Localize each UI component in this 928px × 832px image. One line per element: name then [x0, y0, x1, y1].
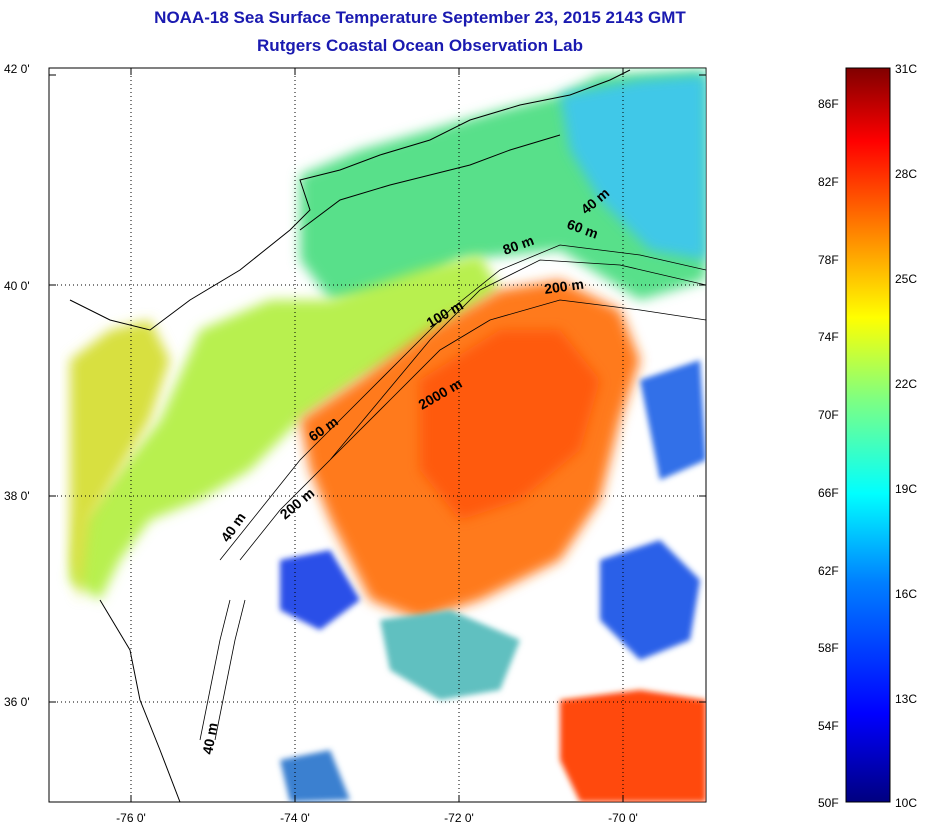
sst-patch-southwest [280, 750, 350, 802]
cbar-f-86: 86F [818, 97, 839, 111]
cbar-f-74: 74F [818, 330, 839, 344]
cbar-c-28: 28C [895, 167, 917, 181]
lat-label-40: 40 0' [4, 279, 30, 293]
cbar-c-25: 25C [895, 272, 917, 286]
cbar-f-58: 58F [818, 641, 839, 655]
map-title: NOAA-18 Sea Surface Temperature Septembe… [154, 8, 686, 27]
colorbar [845, 67, 891, 803]
cbar-f-50: 50F [818, 796, 839, 810]
sst-shelf-mid [70, 255, 500, 600]
sst-cool-patch-2 [600, 540, 700, 660]
cbar-c-22: 22C [895, 377, 917, 391]
sst-imagery [69, 69, 706, 802]
isobath-lines [199, 244, 706, 741]
cbar-c-10: 10C [895, 796, 917, 810]
lon-label-74: -74 0' [280, 811, 310, 825]
sst-mixed-south [380, 610, 520, 700]
cbar-c-13: 13C [895, 692, 917, 706]
lon-label-72: -72 0' [444, 811, 474, 825]
lon-label-70: -70 0' [608, 811, 638, 825]
cbar-f-82: 82F [818, 175, 839, 189]
sst-gulf-stream [560, 690, 706, 802]
sst-cool-northeast [560, 75, 706, 260]
coastline [69, 69, 631, 802]
contour-label-200m-north: 200 m [543, 276, 585, 297]
graticule [49, 68, 706, 802]
cbar-f-70: 70F [818, 408, 839, 422]
sst-cool-patch-1 [280, 550, 360, 630]
contour-label-40m-south: 40 m [199, 721, 220, 755]
sst-chesapeake [70, 320, 170, 600]
lat-label-42: 42 0' [4, 62, 30, 76]
cbar-f-66: 66F [818, 486, 839, 500]
sst-cool-patch-3 [640, 360, 706, 480]
cbar-f-78: 78F [818, 253, 839, 267]
sst-warm-inner [420, 330, 600, 520]
cbar-f-62: 62F [818, 564, 839, 578]
colorbar-celsius-labels: 31C 28C 25C 22C 19C 16C 13C 10C [895, 62, 917, 810]
cbar-f-54: 54F [818, 719, 839, 733]
cbar-c-16: 16C [895, 587, 917, 601]
cbar-c-19: 19C [895, 482, 917, 496]
lat-label-36: 36 0' [4, 695, 30, 709]
lat-label-38: 38 0' [4, 489, 30, 503]
frame-ticks [49, 68, 706, 802]
colorbar-fahrenheit-labels: 86F 82F 78F 74F 70F 66F 62F 58F 54F 50F [818, 97, 839, 810]
map-subtitle: Rutgers Coastal Ocean Observation Lab [257, 36, 583, 55]
cbar-c-31: 31C [895, 62, 917, 76]
lon-label-76: -76 0' [116, 811, 146, 825]
